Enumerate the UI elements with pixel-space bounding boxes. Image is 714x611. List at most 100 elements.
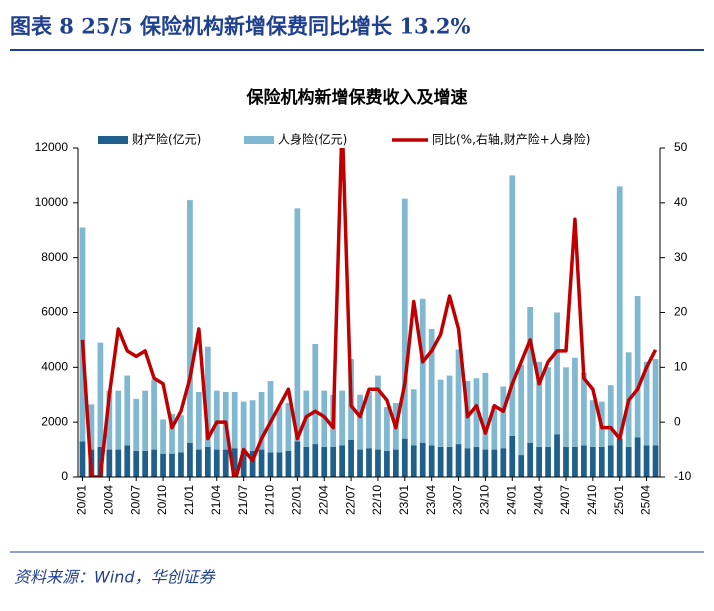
bar xyxy=(428,328,435,446)
bar xyxy=(589,400,596,447)
x-tick-label: 22/01 xyxy=(290,485,304,515)
bar xyxy=(598,446,605,477)
x-tick-label: 22/07 xyxy=(343,485,357,515)
bar xyxy=(410,445,417,477)
y-tick-label: 12000 xyxy=(35,140,69,154)
legend-swatch xyxy=(244,136,274,144)
bar xyxy=(446,375,453,447)
bar xyxy=(151,379,157,450)
bar xyxy=(616,438,623,477)
bar xyxy=(581,372,587,446)
bar xyxy=(607,445,614,477)
bar xyxy=(446,446,453,477)
y2-tick-label: 10 xyxy=(674,360,688,374)
bar xyxy=(536,361,542,447)
bar xyxy=(581,445,587,477)
bar xyxy=(142,390,149,451)
bar xyxy=(527,307,534,443)
bar xyxy=(500,448,507,477)
bar xyxy=(276,452,283,477)
y-tick-label: 8000 xyxy=(41,250,68,264)
bar xyxy=(151,449,157,477)
bar xyxy=(589,446,596,477)
y2-tick-label: -10 xyxy=(674,469,692,483)
legend-swatch xyxy=(98,136,128,144)
bar xyxy=(169,453,175,477)
bar xyxy=(410,389,417,446)
bar xyxy=(196,392,202,450)
x-tick-label: 25/01 xyxy=(612,485,626,515)
bar xyxy=(106,390,113,450)
bar xyxy=(473,378,480,447)
bar xyxy=(79,441,86,477)
x-tick-label: 20/07 xyxy=(128,485,142,515)
bar xyxy=(187,442,193,477)
legend-label: 同比(%,右轴,财产险+人身险) xyxy=(432,132,590,147)
bar xyxy=(482,372,489,450)
bar xyxy=(339,390,346,446)
bar xyxy=(491,405,498,450)
x-tick-label: 22/10 xyxy=(370,485,384,515)
x-tick-label: 24/07 xyxy=(558,485,572,515)
bar xyxy=(509,435,516,477)
bar xyxy=(375,375,381,450)
y2-tick-label: 20 xyxy=(674,305,688,319)
bar xyxy=(330,446,337,477)
bar xyxy=(267,452,274,477)
x-tick-label: 20/04 xyxy=(102,485,116,515)
bar xyxy=(643,445,650,477)
bar xyxy=(518,364,525,456)
bar xyxy=(204,346,211,447)
bar xyxy=(231,448,238,477)
bar xyxy=(169,413,175,454)
bar xyxy=(419,442,426,477)
bar xyxy=(213,390,220,450)
growth-line xyxy=(80,148,658,477)
bar xyxy=(366,392,372,449)
bar xyxy=(401,198,408,439)
bar xyxy=(392,449,399,477)
bar xyxy=(142,450,149,477)
bar xyxy=(428,445,435,477)
bar xyxy=(607,385,614,446)
bar xyxy=(572,357,578,447)
bar xyxy=(437,379,444,447)
bar xyxy=(634,437,641,477)
bar xyxy=(88,404,95,450)
bar xyxy=(312,344,319,445)
y2-tick-label: 40 xyxy=(674,195,688,209)
bar xyxy=(231,392,238,449)
page-title: 图表 8 25/5 保险机构新增保费同比增长 13.2% xyxy=(10,14,471,39)
bar xyxy=(124,445,131,477)
x-tick-label: 21/10 xyxy=(263,485,277,515)
bar xyxy=(455,444,462,477)
bar xyxy=(178,452,184,477)
bar xyxy=(366,448,372,477)
legend-label: 财产险(亿元) xyxy=(132,132,201,147)
bar xyxy=(357,394,363,450)
bar xyxy=(545,446,551,477)
x-tick-label: 23/04 xyxy=(424,485,438,515)
bar xyxy=(482,449,489,477)
bar xyxy=(563,446,569,477)
bar xyxy=(339,445,346,477)
bar xyxy=(563,367,569,447)
x-tick-label: 21/04 xyxy=(209,485,223,515)
bar xyxy=(527,442,534,477)
bar xyxy=(643,361,650,446)
bar xyxy=(133,450,140,477)
y-tick-label: 2000 xyxy=(41,414,68,428)
bar xyxy=(652,359,659,446)
bar xyxy=(312,444,319,477)
bar xyxy=(258,392,265,450)
chart-title: 保险机构新增保费收入及增速 xyxy=(246,87,468,108)
bar xyxy=(491,449,498,477)
y-tick-label: 0 xyxy=(61,469,68,483)
y-tick-label: 10000 xyxy=(35,195,69,209)
bar xyxy=(240,450,247,477)
bar xyxy=(616,186,623,439)
source: 资料来源：Wind，华创证券 xyxy=(14,568,217,587)
bar xyxy=(133,398,140,451)
x-tick-label: 23/07 xyxy=(451,485,465,515)
